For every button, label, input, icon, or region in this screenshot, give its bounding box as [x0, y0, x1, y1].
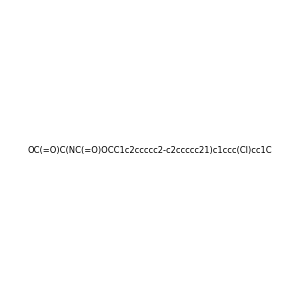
Text: OC(=O)C(NC(=O)OCC1c2ccccc2-c2ccccc21)c1ccc(Cl)cc1C: OC(=O)C(NC(=O)OCC1c2ccccc2-c2ccccc21)c1c… — [28, 146, 272, 154]
